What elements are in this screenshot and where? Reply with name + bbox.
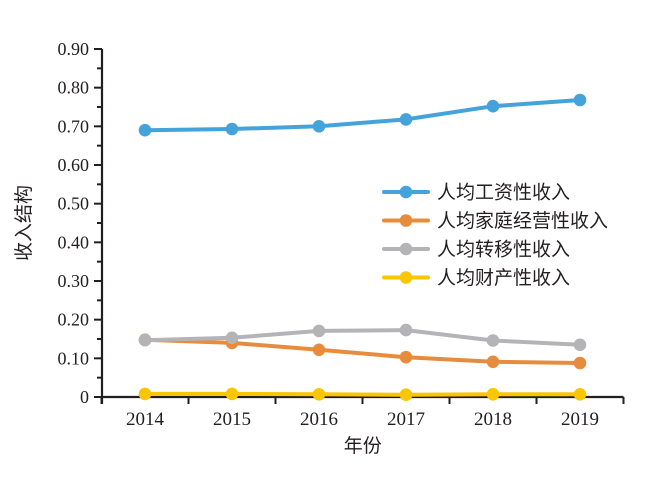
data-point-property-income xyxy=(573,388,587,401)
legend-item-property-income: 人均财产性收入 xyxy=(382,267,570,289)
series-line-property-income xyxy=(143,391,582,397)
legend-marker-wage-income xyxy=(399,185,413,199)
data-point-transfer-income xyxy=(312,324,326,338)
legend-label: 人均转移性收入 xyxy=(437,239,570,261)
legend-marker-transfer-income xyxy=(399,242,413,256)
data-point-wage-income xyxy=(138,123,152,137)
y-tick-label: 0.70 xyxy=(58,116,90,136)
legend-item-transfer-income: 人均转移性收入 xyxy=(382,239,570,261)
legend-label: 人均工资性收入 xyxy=(437,182,570,204)
data-point-property-income xyxy=(138,387,152,401)
series-line-transfer-income xyxy=(143,328,582,347)
y-axis-title: 收入结构 xyxy=(13,185,35,261)
y-tick-label: 0.50 xyxy=(58,194,90,214)
data-point-property-income xyxy=(486,388,500,401)
y-tick-label: 0.80 xyxy=(58,78,90,98)
x-axis-title: 年份 xyxy=(344,435,382,457)
y-tick-label: 0.30 xyxy=(58,271,90,291)
data-point-property-income xyxy=(312,388,326,401)
data-point-wage-income xyxy=(225,122,239,136)
data-point-household-business-income xyxy=(312,343,326,357)
data-point-wage-income xyxy=(573,93,587,107)
series-line-household-business-income xyxy=(143,337,582,365)
y-tick-label: 0 xyxy=(80,387,89,407)
y-tick-label: 0.90 xyxy=(58,39,90,59)
data-point-wage-income xyxy=(399,113,413,126)
y-tick-label: 0.40 xyxy=(58,232,90,252)
data-point-household-business-income xyxy=(486,355,500,369)
data-point-transfer-income xyxy=(138,333,152,347)
data-point-transfer-income xyxy=(399,323,413,337)
series-line-wage-income xyxy=(143,98,582,133)
data-point-property-income xyxy=(399,388,413,402)
x-tick-label: 2016 xyxy=(300,409,338,430)
x-tick-label: 2019 xyxy=(561,409,599,430)
data-point-wage-income xyxy=(486,99,500,113)
data-point-household-business-income xyxy=(399,350,413,364)
y-tick-label: 0.60 xyxy=(58,155,90,175)
x-tick-label: 2017 xyxy=(387,409,425,430)
data-point-transfer-income xyxy=(225,331,239,345)
x-tick-label: 2014 xyxy=(126,409,165,430)
legend-label: 人均财产性收入 xyxy=(437,267,570,289)
x-tick-label: 2018 xyxy=(474,409,512,430)
data-point-wage-income xyxy=(312,120,326,133)
legend-marker-household-business-income xyxy=(399,214,413,227)
legend-item-household-business-income: 人均家庭经营性收入 xyxy=(382,210,608,232)
data-point-transfer-income xyxy=(486,334,500,347)
data-point-household-business-income xyxy=(573,356,587,370)
y-tick-label: 0.20 xyxy=(58,310,90,330)
y-tick-label: 0.10 xyxy=(58,348,90,368)
legend-item-wage-income: 人均工资性收入 xyxy=(382,182,570,204)
legend-marker-property-income xyxy=(399,271,413,284)
data-point-transfer-income xyxy=(573,338,587,352)
data-point-property-income xyxy=(225,387,239,401)
x-tick-label: 2015 xyxy=(213,409,251,430)
legend-label: 人均家庭经营性收入 xyxy=(437,210,608,232)
